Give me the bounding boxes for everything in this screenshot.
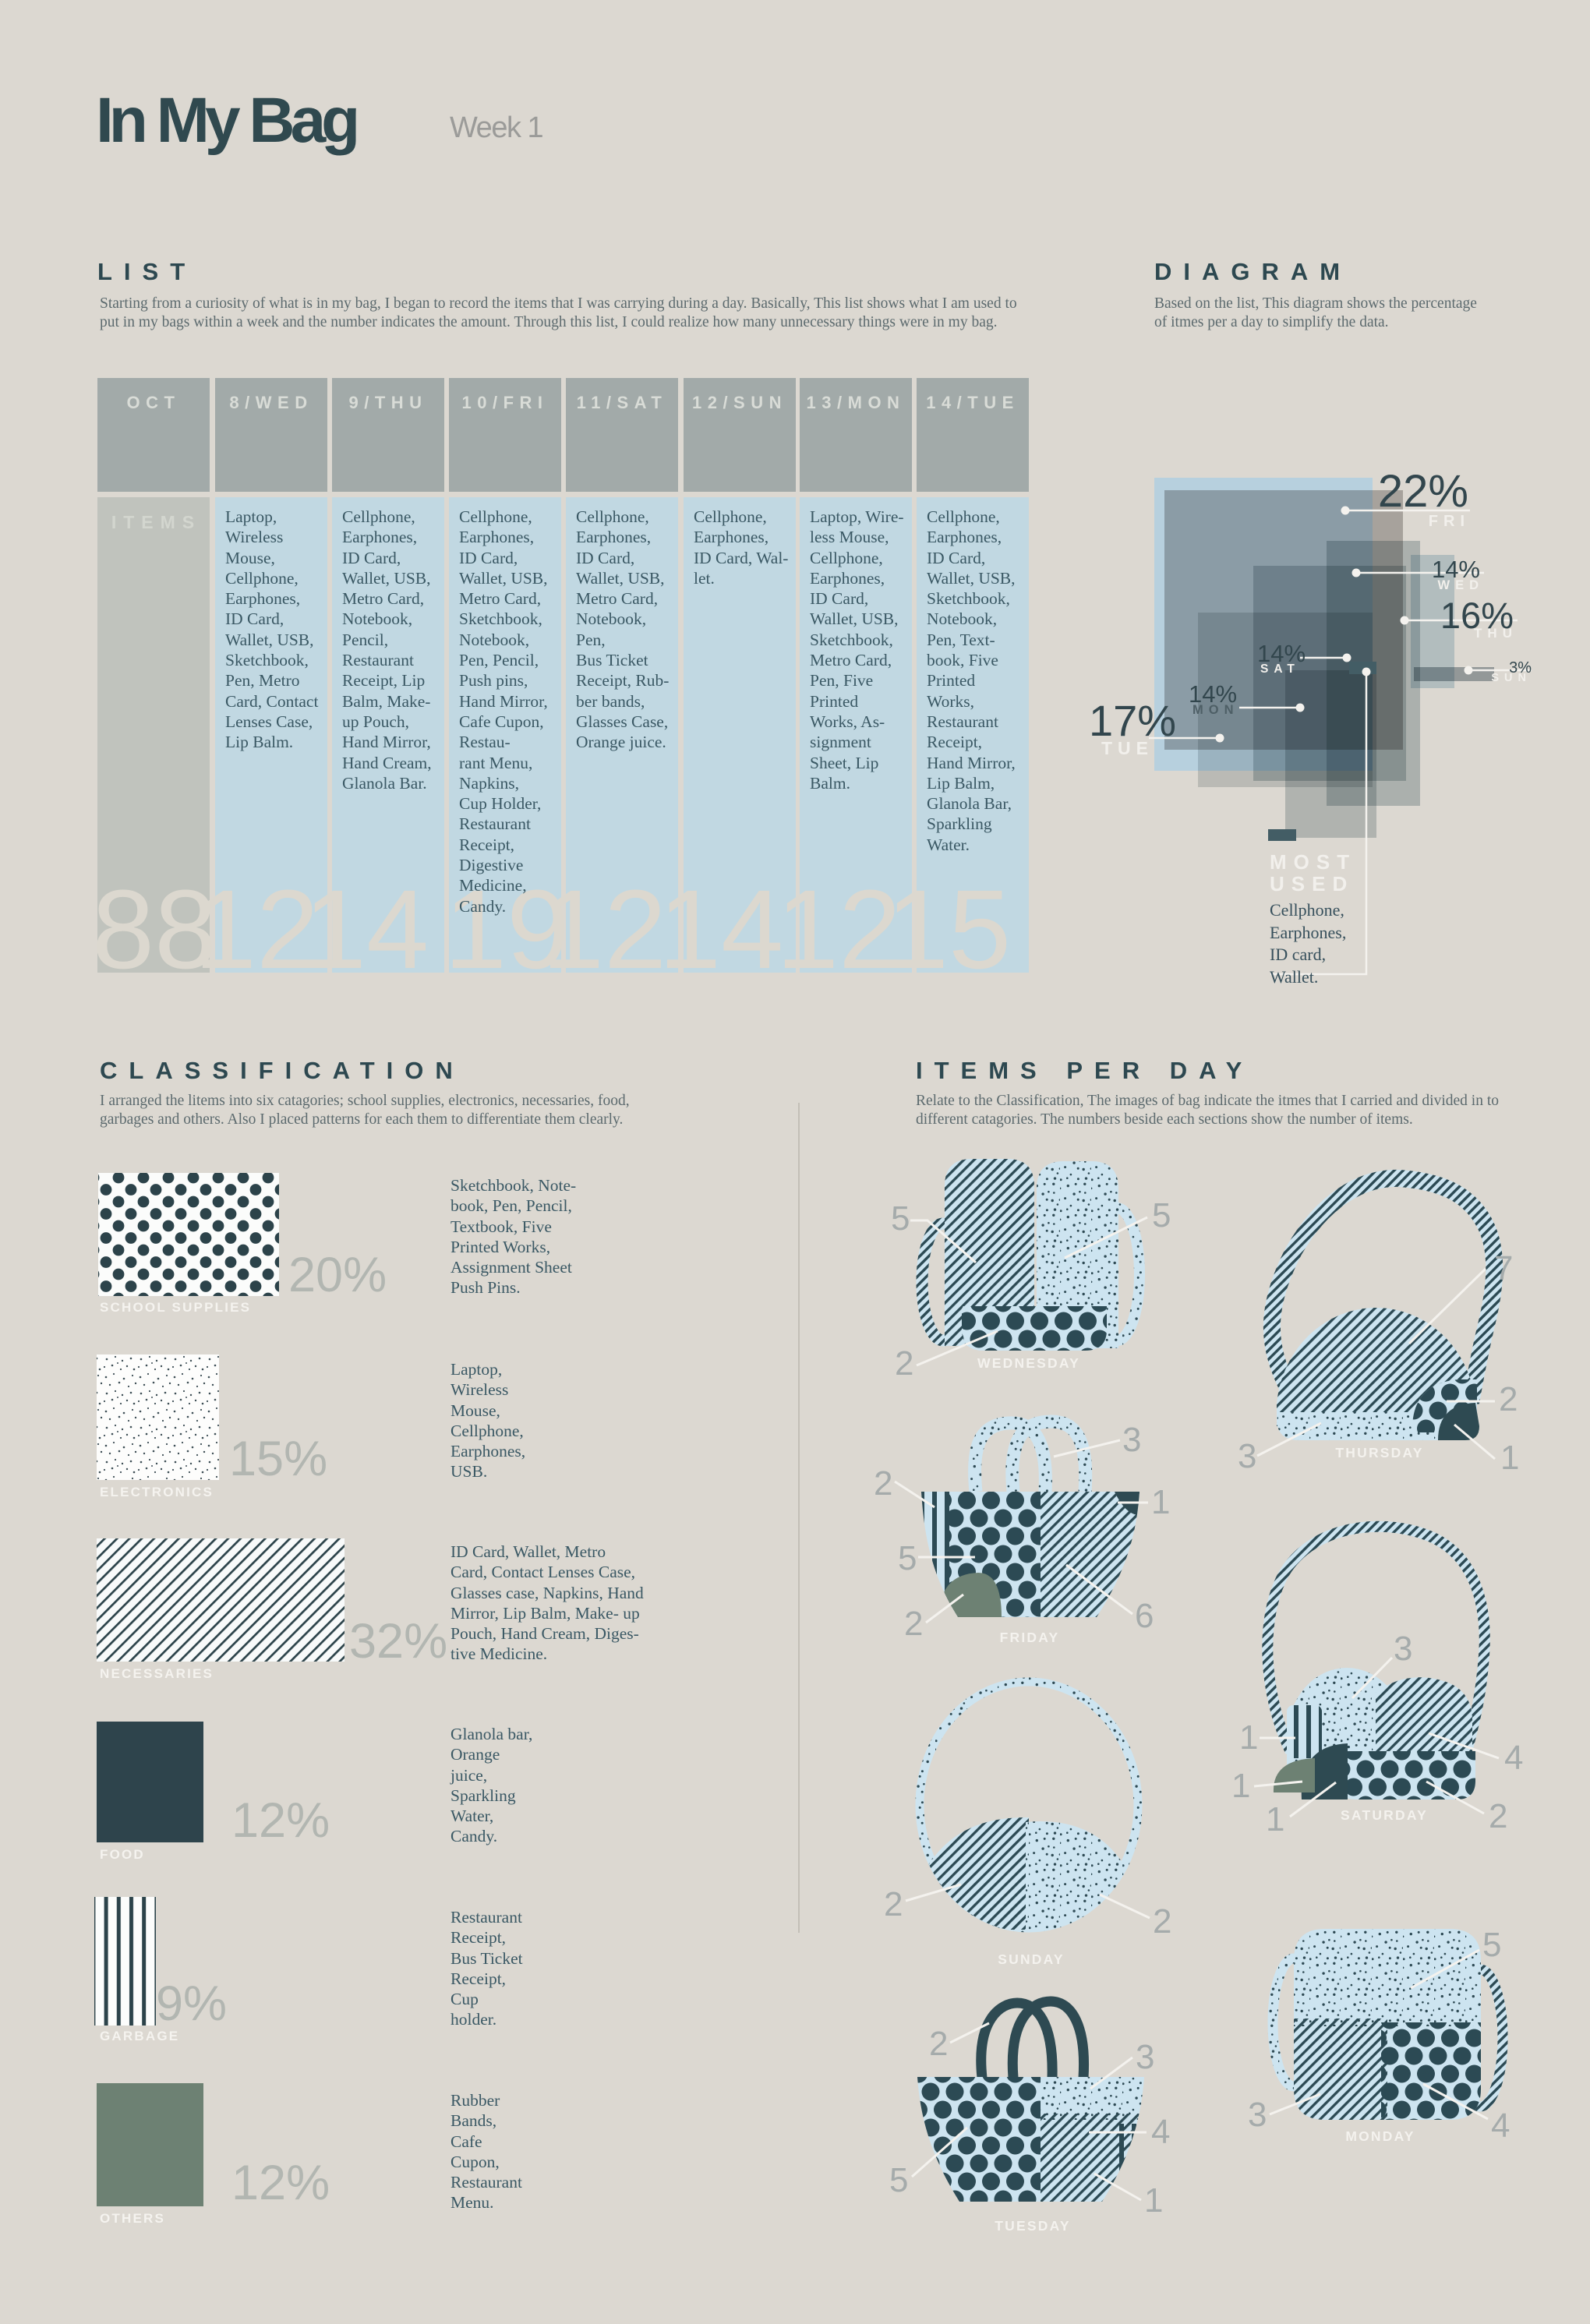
svg-text:THURSDAY: THURSDAY — [1335, 1445, 1423, 1460]
svg-text:1: 1 — [1500, 1439, 1519, 1477]
svg-text:2: 2 — [1499, 1380, 1518, 1418]
svg-text:2: 2 — [895, 1344, 913, 1383]
svg-text:5: 5 — [1482, 1926, 1501, 1964]
svg-text:MONDAY: MONDAY — [1345, 2128, 1415, 2144]
svg-text:1: 1 — [1151, 1483, 1170, 1521]
svg-text:SUNDAY: SUNDAY — [998, 1951, 1065, 1967]
svg-text:3: 3 — [1238, 1437, 1256, 1475]
svg-text:3: 3 — [1122, 1421, 1141, 1459]
svg-text:5: 5 — [898, 1539, 917, 1577]
svg-text:TUESDAY: TUESDAY — [995, 2218, 1070, 2234]
svg-text:5: 5 — [889, 2161, 908, 2199]
svg-text:2: 2 — [1489, 1797, 1507, 1835]
svg-text:5: 5 — [891, 1199, 910, 1238]
svg-text:4: 4 — [1491, 2107, 1510, 2145]
svg-text:WEDNESDAY: WEDNESDAY — [977, 1355, 1080, 1371]
svg-text:5: 5 — [1152, 1196, 1171, 1234]
svg-text:SATURDAY: SATURDAY — [1341, 1807, 1428, 1823]
svg-text:2: 2 — [929, 2025, 948, 2063]
svg-text:4: 4 — [1151, 2113, 1170, 2151]
svg-text:2: 2 — [874, 1464, 892, 1503]
svg-text:3: 3 — [1136, 2038, 1154, 2076]
svg-text:1: 1 — [1144, 2181, 1163, 2220]
svg-text:2: 2 — [1153, 1902, 1171, 1941]
svg-text:1: 1 — [1231, 1767, 1250, 1805]
svg-text:7: 7 — [1494, 1249, 1513, 1287]
svg-text:1: 1 — [1266, 1800, 1284, 1838]
svg-text:1: 1 — [1239, 1718, 1258, 1757]
svg-text:6: 6 — [1135, 1597, 1154, 1635]
svg-text:2: 2 — [904, 1605, 923, 1643]
svg-text:FRIDAY: FRIDAY — [1000, 1630, 1060, 1645]
svg-text:3: 3 — [1394, 1630, 1412, 1668]
svg-text:3: 3 — [1248, 2096, 1267, 2134]
svg-text:4: 4 — [1504, 1739, 1523, 1777]
svg-text:2: 2 — [884, 1885, 903, 1923]
